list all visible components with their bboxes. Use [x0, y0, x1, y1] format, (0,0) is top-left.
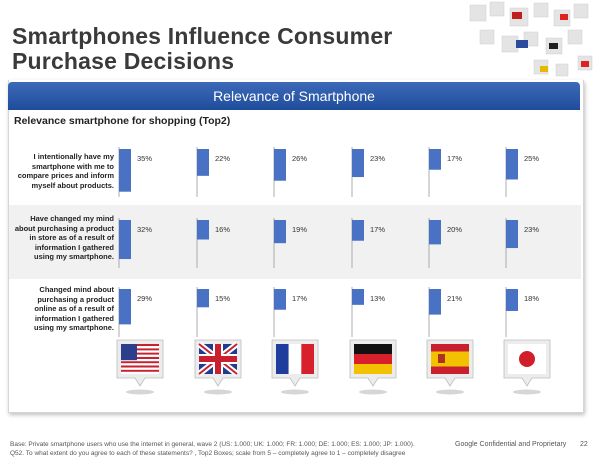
decorative-flag-cubes	[469, 1, 593, 77]
bar-value-label: 15%	[215, 294, 230, 303]
bar-jp-row-1	[506, 149, 518, 180]
germany-flag-icon	[349, 339, 397, 395]
bar-us-row-3	[119, 289, 131, 325]
row-label-compare-prices: I intentionally have my smartphone with …	[17, 152, 114, 190]
uk-flag-icon	[194, 339, 242, 395]
bar-value-label: 29%	[137, 294, 152, 303]
france-flag-icon	[271, 339, 319, 395]
bar-value-label: 32%	[137, 225, 152, 234]
bar-de-row-1	[352, 149, 364, 178]
bar-value-label: 22%	[215, 154, 230, 163]
bar-fr-row-1	[274, 149, 286, 181]
chart-banner: Relevance of Smartphone	[8, 82, 580, 110]
bar-es-row-1	[429, 149, 441, 170]
bar-value-label: 16%	[215, 225, 230, 234]
bar-fr-row-3	[274, 289, 286, 310]
row-label-changed-mind-store: Have changed my mind about purchasing a …	[14, 214, 114, 261]
row-band	[9, 205, 581, 279]
bar-uk-row-3	[197, 289, 209, 308]
bar-value-label: 18%	[524, 294, 539, 303]
bar-value-label: 35%	[137, 154, 152, 163]
bar-value-label: 17%	[370, 225, 385, 234]
bar-uk-row-1	[197, 149, 209, 176]
bar-jp-row-2	[506, 220, 518, 249]
japan-flag-icon	[503, 339, 551, 395]
confidential-note: Google Confidential and Proprietary	[455, 441, 567, 448]
spain-flag-icon	[426, 339, 474, 395]
bar-value-label: 23%	[370, 154, 385, 163]
footer-base-note: Base: Private smartphone users who use t…	[10, 441, 415, 448]
bar-value-label: 17%	[447, 154, 462, 163]
bar-jp-row-3	[506, 289, 518, 311]
bar-value-label: 26%	[292, 154, 307, 163]
bar-value-label: 19%	[292, 225, 307, 234]
page-number: 22	[580, 441, 588, 448]
bar-value-label: 25%	[524, 154, 539, 163]
bar-fr-row-2	[274, 220, 286, 244]
bar-de-row-2	[352, 220, 364, 241]
bar-es-row-3	[429, 289, 441, 315]
bar-us-row-2	[119, 220, 131, 260]
bar-us-row-1	[119, 149, 131, 192]
bar-value-label: 23%	[524, 225, 539, 234]
bar-value-label: 21%	[447, 294, 462, 303]
footer-question-note: Q52. To what extent do you agree to each…	[10, 450, 406, 457]
bar-value-label: 13%	[370, 294, 385, 303]
page-title: Smartphones Influence Consumer Purchase …	[12, 23, 393, 74]
bar-de-row-3	[352, 289, 364, 305]
bar-es-row-2	[429, 220, 441, 245]
bar-value-label: 17%	[292, 294, 307, 303]
bar-value-label: 20%	[447, 225, 462, 234]
chart-subtitle: Relevance smartphone for shopping (Top2)	[14, 115, 231, 127]
row-label-changed-mind-online: Changed mind about purchasing a product …	[33, 285, 114, 332]
bar-uk-row-2	[197, 220, 209, 240]
us-flag-icon	[116, 339, 164, 395]
